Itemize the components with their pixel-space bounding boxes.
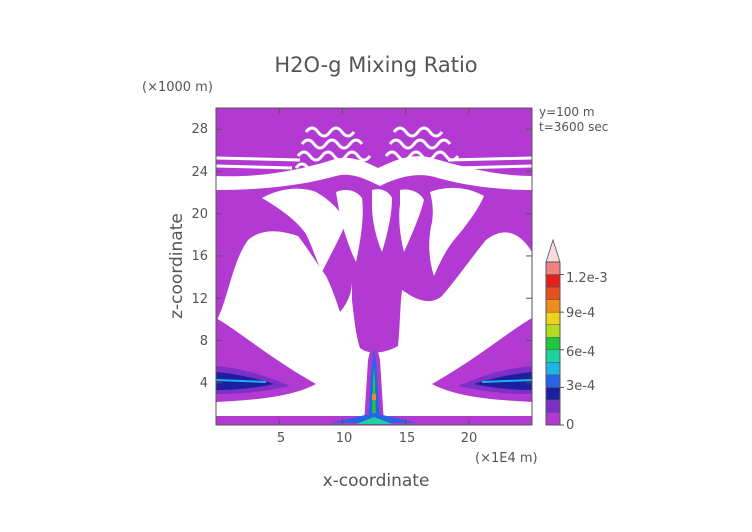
- y-tick-8: 8: [200, 334, 208, 349]
- bottom-layer-cyan: [356, 417, 392, 424]
- colorbar-segment-11: [545, 274, 561, 288]
- colorbar-segment-5: [545, 349, 561, 363]
- dry-band-upper: [216, 156, 532, 190]
- central-column-core: [372, 366, 376, 420]
- colorbar-segment-4: [545, 362, 561, 376]
- colorbar-label-3e-4: 3e-4: [566, 379, 595, 394]
- annotation-y: y=100 m: [539, 105, 595, 119]
- y-unit-label: (×1000 m): [142, 80, 213, 95]
- y-axis-label: z-coordinate: [167, 213, 187, 319]
- x-tick-10: 10: [336, 431, 353, 446]
- cyan-line-left: [216, 379, 267, 383]
- x-tick-15: 15: [399, 431, 416, 446]
- colorbar-extend-triangle: [545, 238, 561, 263]
- colorbar-segment-12: [545, 261, 561, 275]
- colorbar-label-0: 0: [566, 418, 574, 433]
- colorbar-segment-1: [545, 399, 561, 413]
- colorbar-frame: [545, 261, 561, 426]
- x-tick-20: 20: [461, 431, 478, 446]
- colorbar-segment-6: [545, 336, 561, 351]
- colorbar-segment-7: [545, 324, 561, 338]
- field-group: [216, 108, 532, 425]
- colorbar-segment-8: [545, 311, 561, 325]
- colorbar-label-1.2e-3: 1.2e-3: [566, 271, 608, 286]
- x-unit-label: (×1E4 m): [475, 451, 538, 466]
- y-tick-16: 16: [191, 249, 208, 264]
- colorbar-segment-9: [545, 299, 561, 313]
- side-stripes: [216, 156, 532, 170]
- dry-fingers-upper: [262, 187, 484, 276]
- y-tick-20: 20: [191, 207, 208, 222]
- colorbar-segment-2: [545, 387, 561, 401]
- tick-marks: [216, 108, 532, 425]
- y-tick-24: 24: [191, 165, 208, 180]
- x-tick-5: 5: [277, 431, 285, 446]
- x-axis-label: x-coordinate: [323, 471, 430, 491]
- y-tick-12: 12: [191, 292, 208, 307]
- y-tick-4: 4: [200, 376, 208, 391]
- central-column-hot: [372, 394, 376, 400]
- plot-frame: [215, 107, 533, 426]
- colorbar-label-6e-4: 6e-4: [566, 345, 595, 360]
- colorbar: [545, 238, 564, 426]
- annotation-t: t=3600 sec: [539, 120, 608, 134]
- colorbar-segment-0: [545, 412, 561, 426]
- chart-title: H2O-g Mixing Ratio: [274, 53, 477, 77]
- colorbar-label-9e-4: 9e-4: [566, 306, 595, 321]
- colorbar-segment-3: [545, 374, 561, 388]
- cyan-line-right: [481, 379, 532, 383]
- wave-structures: [294, 126, 460, 174]
- y-tick-28: 28: [191, 122, 208, 137]
- colorbar-segment-10: [545, 286, 561, 300]
